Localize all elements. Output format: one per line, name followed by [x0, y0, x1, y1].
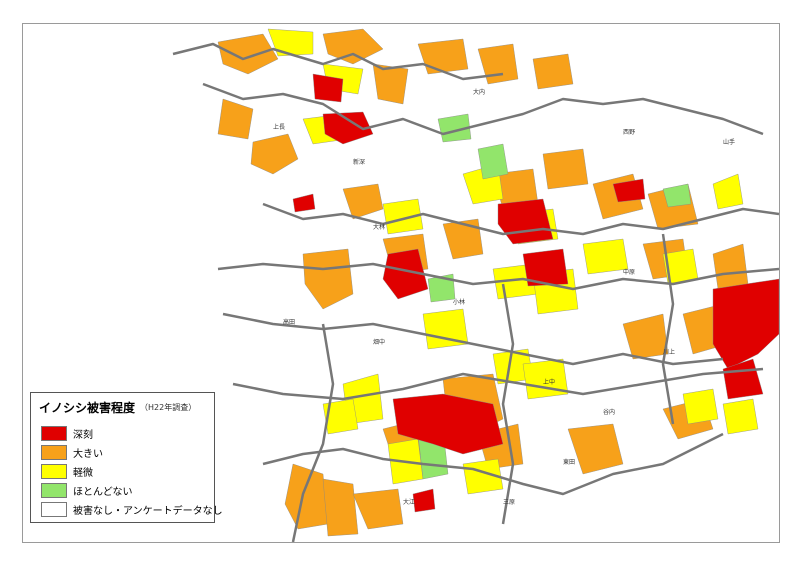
legend-item-minor: 軽微 [41, 464, 211, 479]
severe-damage-areas[interactable] [292, 73, 779, 513]
legend-survey-year: （H22年調査） [140, 403, 197, 412]
legend-title: イノシシ被害程度 [39, 401, 136, 415]
legend-item-large: 大きい [41, 445, 211, 460]
legend-label-minor: 軽微 [73, 468, 93, 479]
legend-label-none: 被害なし・アンケートデータなし [73, 506, 223, 517]
large-damage-areas[interactable] [217, 28, 749, 537]
legend-item-almost-none: ほとんどない [41, 483, 211, 498]
regional-boundaries [172, 42, 779, 542]
svg-text:川上: 川上 [663, 348, 675, 356]
svg-text:三原: 三原 [503, 499, 515, 506]
svg-text:上中: 上中 [543, 378, 555, 386]
legend-item-none: 被害なし・アンケートデータなし [41, 502, 223, 517]
legend-label-almost-none: ほとんどない [73, 487, 133, 498]
svg-text:高田: 高田 [283, 318, 295, 326]
svg-text:小林: 小林 [453, 298, 465, 306]
svg-text:畑中: 畑中 [373, 338, 385, 346]
svg-text:大江: 大江 [403, 498, 415, 506]
svg-text:中原: 中原 [623, 268, 635, 276]
legend-swatch-almost-none [41, 483, 67, 498]
legend-swatch-large [41, 445, 67, 460]
svg-text:新深: 新深 [353, 158, 365, 166]
legend-swatch-minor [41, 464, 67, 479]
legend-label-severe: 深刻 [73, 430, 93, 441]
svg-text:上長: 上長 [273, 123, 285, 131]
legend-item-severe: 深刻 [41, 426, 211, 441]
legend-swatch-severe [41, 426, 67, 441]
legend-swatch-none [41, 502, 67, 517]
svg-text:東田: 東田 [563, 458, 575, 466]
svg-text:大内: 大内 [473, 88, 485, 96]
svg-text:大林: 大林 [373, 223, 385, 231]
svg-text:西野: 西野 [623, 128, 635, 136]
legend-label-large: 大きい [73, 449, 103, 460]
svg-text:谷内: 谷内 [603, 408, 615, 416]
svg-text:山手: 山手 [723, 138, 735, 146]
map-legend: イノシシ被害程度 （H22年調査） 深刻 大きい 軽微 ほとんどない 被害なし・… [30, 392, 223, 523]
place-labels: 上長 新深 大林 高田 畑中 小林 上中 谷内 川上 中原 大江 三原 東田 山… [273, 88, 735, 506]
